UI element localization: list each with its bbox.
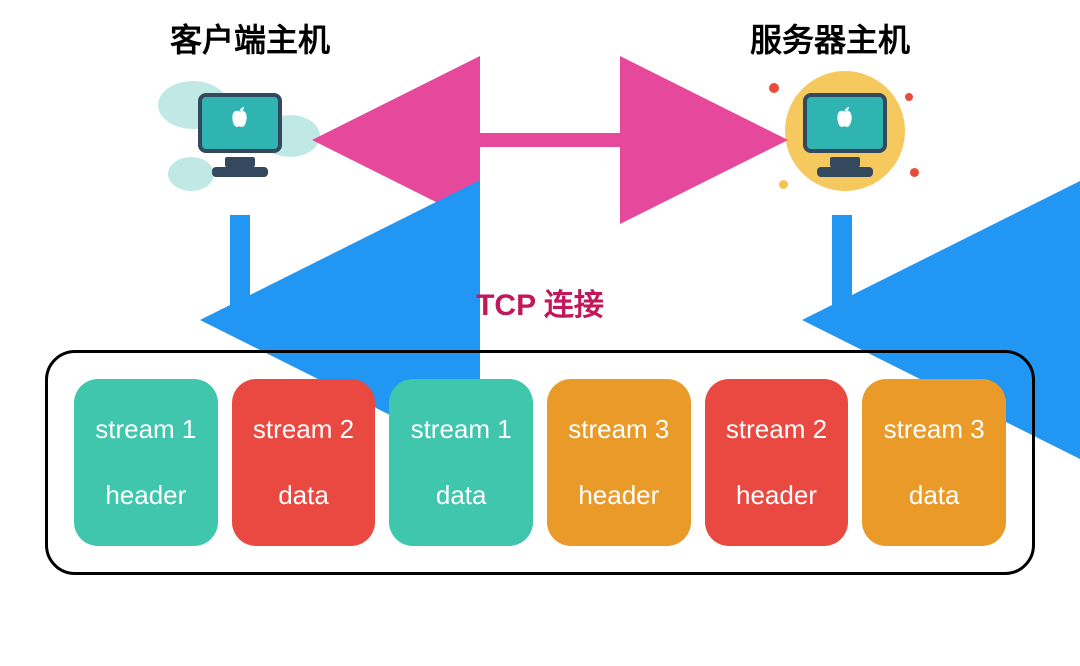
frame-stream-label: stream 1 <box>411 414 512 445</box>
frame-part-label: header <box>736 480 817 511</box>
frame-stream-label: stream 3 <box>884 414 985 445</box>
monitor-icon <box>198 93 282 153</box>
accent-dot <box>905 93 913 101</box>
frame-stream-label: stream 1 <box>95 414 196 445</box>
monitor-stand <box>225 157 255 167</box>
tcp-multiplex-diagram: 客户端主机 服务器主机 <box>0 0 1080 666</box>
client-computer-icon <box>170 75 310 195</box>
cloud-shape <box>168 157 214 191</box>
monitor-base <box>212 167 268 177</box>
accent-dot <box>779 180 788 189</box>
apple-glyph <box>227 105 253 142</box>
frame-part-label: header <box>105 480 186 511</box>
server-host-label: 服务器主机 <box>750 15 910 61</box>
stream-frame: stream 3 header <box>547 379 691 546</box>
frame-stream-label: stream 3 <box>568 414 669 445</box>
stream-frame: stream 2 header <box>705 379 849 546</box>
server-computer-icon <box>775 75 915 195</box>
accent-dot <box>910 168 919 177</box>
stream-frame: stream 1 data <box>389 379 533 546</box>
stream-frame: stream 1 header <box>74 379 218 546</box>
stream-frame: stream 2 data <box>232 379 376 546</box>
frame-part-label: data <box>909 480 960 511</box>
frame-part-label: header <box>578 480 659 511</box>
frame-part-label: data <box>436 480 487 511</box>
frame-stream-label: stream 2 <box>726 414 827 445</box>
accent-dot <box>769 83 779 93</box>
tcp-connection-label: TCP 连接 <box>476 280 604 324</box>
stream-frame: stream 3 data <box>862 379 1006 546</box>
streams-container: stream 1headerstream 2datastream 1datast… <box>45 350 1035 575</box>
frame-stream-label: stream 2 <box>253 414 354 445</box>
monitor-icon <box>803 93 887 153</box>
monitor-base <box>817 167 873 177</box>
client-host-label: 客户端主机 <box>170 15 330 61</box>
monitor-stand <box>830 157 860 167</box>
frame-part-label: data <box>278 480 329 511</box>
apple-glyph <box>832 105 858 142</box>
